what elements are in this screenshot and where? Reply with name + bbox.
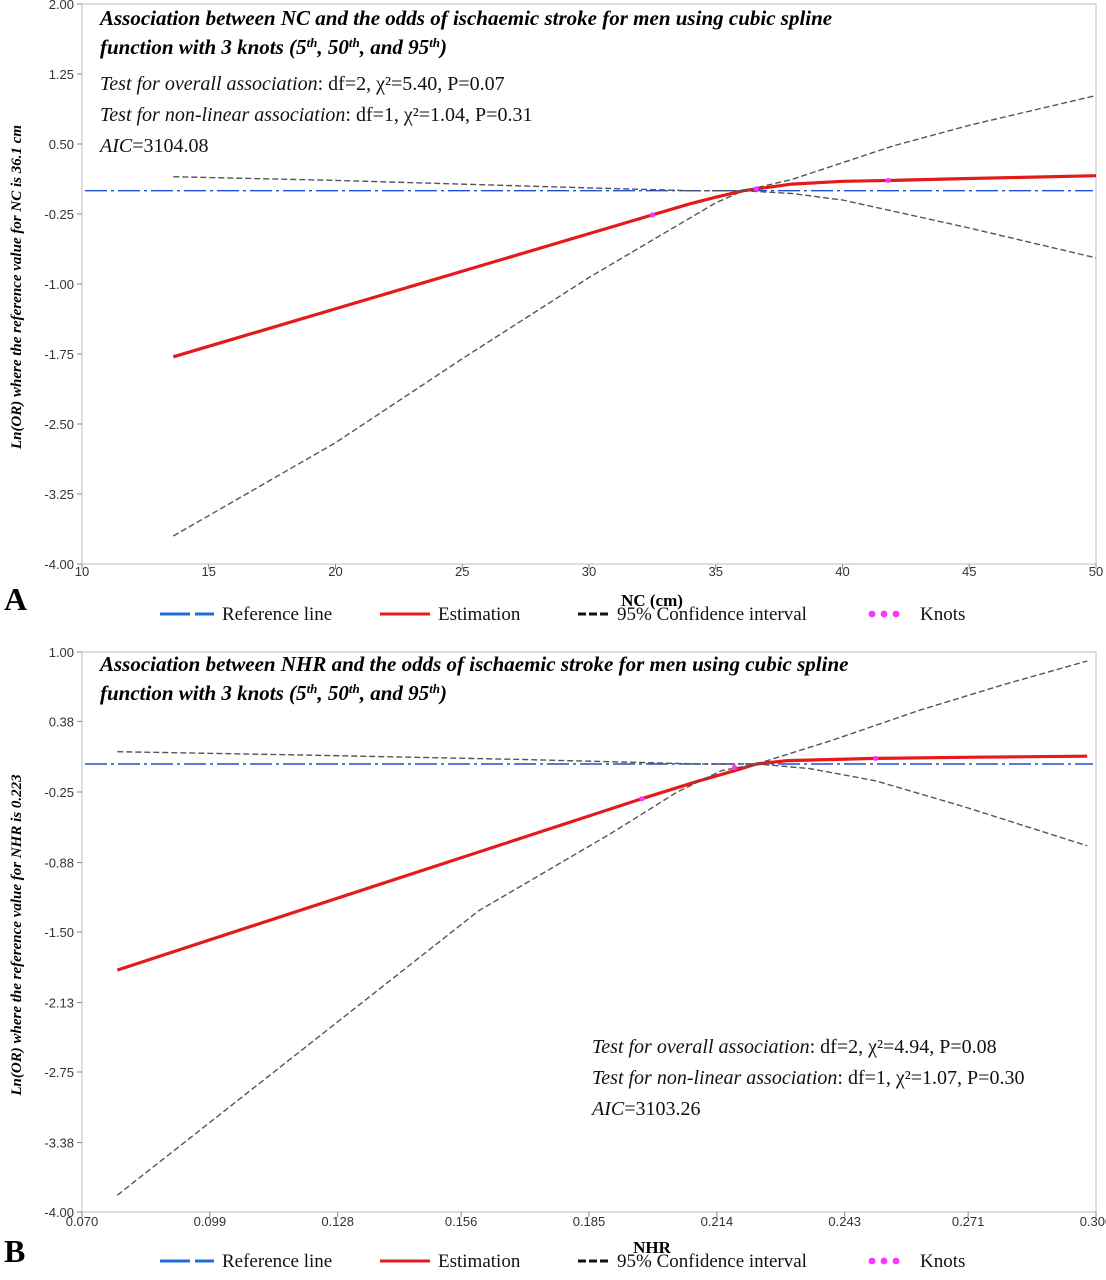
x-tick-label: 45 [962,564,976,579]
y-axis-label-a: Ln(OR) where the reference value for NC … [9,125,25,450]
y-tick-label: -1.50 [44,925,74,940]
stat-line: Test for overall association: df=2, χ²=5… [100,73,505,95]
stats-block-b: Test for overall association: df=2, χ²=4… [590,1036,1024,1120]
legend-knot-swatch [868,610,876,618]
y-tick-label: -2.50 [44,417,74,432]
y-tick-label: 1.25 [49,67,74,82]
estimation-line [116,754,1088,972]
x-axis-label-b: NHR [633,1238,672,1257]
legend-label: Reference line [222,1251,332,1272]
y-axis-label-b: Ln(OR) where the reference value for NHR… [9,774,25,1097]
stat-line: Test for non-linear association: df=1, χ… [100,104,532,126]
series-a [85,94,1097,537]
x-tick-label: 15 [202,564,216,579]
legend-label: Estimation [438,604,521,625]
y-tick-label: -1.75 [44,347,74,362]
x-tick-label: 0.271 [952,1214,985,1229]
panel-label-a: A [4,581,27,617]
legend-knot-swatch [868,1257,876,1265]
x-tick-label: 50 [1089,564,1103,579]
y-tick-label: -0.88 [44,856,74,871]
x-tick-label: 10 [75,564,89,579]
ci-upper-line [173,94,1097,192]
stat-line: Test for overall association: df=2, χ²=4… [592,1036,997,1058]
chart-title-b-line1: Association between NHR and the odds of … [98,652,848,676]
stat-line: Test for non-linear association: df=1, χ… [592,1067,1024,1089]
axes-a: 2.00 1.25 0.50 -0.25 -1.00 -1.75 -2.50 -3.25 -4.… [44,0,1103,579]
x-tick-label: 0.300 [1080,1214,1106,1229]
x-axis-label-a: NC (cm) [621,591,683,610]
knot-point [649,212,655,218]
knot-point [872,755,879,762]
chart-title-a-line2: function with 3 knots (5th, 50th, and 95… [100,35,447,60]
ci-upper-line [117,660,1088,765]
legend-label: 95% Confidence interval [617,604,807,625]
axes-b: 1.00 0.38 -0.25 -0.88 -1.50 -2.13 -2.75 -3.38 -4… [44,645,1106,1229]
x-tick-label: 25 [455,564,469,579]
legend-label: Reference line [222,604,332,625]
estimation-line [172,174,1097,359]
panel-b: 1.00 0.38 -0.25 -0.88 -1.50 -2.13 -2.75 -3.38 -4… [4,645,1106,1272]
y-tick-label: 0.38 [49,714,74,729]
legend-label: Knots [920,604,965,625]
legend-label: Estimation [438,1251,521,1272]
y-tick-label: -0.25 [44,207,74,222]
knot-point [639,796,645,802]
y-tick-label: -2.75 [44,1065,74,1080]
x-tick-label: 0.070 [66,1214,99,1229]
x-tick-label: 20 [328,564,342,579]
x-tick-label: 35 [709,564,723,579]
x-tick-label: 0.185 [573,1214,606,1229]
knot-point [731,764,738,770]
y-tick-label: -0.25 [44,785,74,800]
x-tick-label: 40 [835,564,849,579]
knot-point [885,177,891,183]
panel-label-b: B [4,1233,25,1269]
legend-label: 95% Confidence interval [617,1251,807,1272]
y-tick-label: -2.13 [44,996,74,1011]
x-tick-label: 0.214 [701,1214,734,1229]
legend-knot-swatch [892,610,900,618]
x-tick-label: 0.099 [194,1214,227,1229]
panel-a: 2.00 1.25 0.50 -0.25 -1.00 -1.75 -2.50 -3.25 -4.… [4,0,1103,625]
stats-block-a: Test for overall association: df=2, χ²=5… [98,73,532,157]
y-tick-label: 1.00 [49,645,74,660]
y-tick-label: -3.38 [44,1136,74,1151]
y-tick-label: -1.00 [44,277,74,292]
ci-lower-line [116,763,1088,1196]
stat-line: AIC=3104.08 [98,135,209,157]
x-tick-label: 0.128 [321,1214,354,1229]
legend-a: Reference line Estimation 95% Confidence i… [160,604,965,625]
chart-title-a-line1: Association between NC and the odds of i… [98,6,832,30]
y-tick-label: -3.25 [44,487,74,502]
x-tick-label: 0.243 [828,1214,861,1229]
y-tick-label: -4.00 [44,557,74,572]
legend-label: Knots [920,1251,965,1272]
legend-b: Reference line Estimation 95% Confidence i… [160,1251,965,1272]
x-tick-label: 30 [582,564,596,579]
legend-knot-swatch [880,610,888,618]
legend-knot-swatch [892,1257,900,1265]
x-tick-label: 0.156 [445,1214,478,1229]
knot-point [753,186,759,192]
ci-lower-line [172,189,1097,537]
chart-title-b-line2: function with 3 knots (5th, 50th, and 95… [100,681,447,706]
y-tick-label: 2.00 [49,0,74,12]
y-tick-label: -4.00 [44,1205,74,1220]
y-tick-label: 0.50 [49,137,74,152]
stat-line: AIC=3103.26 [590,1098,701,1120]
legend-knot-swatch [880,1257,888,1265]
series-b [85,660,1093,1196]
